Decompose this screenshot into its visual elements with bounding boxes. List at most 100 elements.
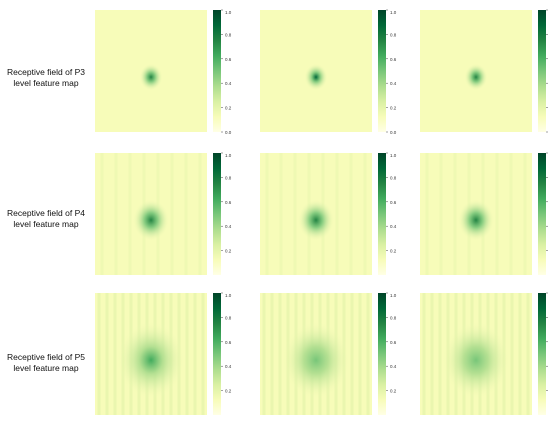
heatmap-panel: 1.0 0.8 0.6 0.4 0.2 0.0	[260, 9, 397, 135]
heatmap-stripe	[518, 293, 522, 415]
row-label-p3: Receptive field of P3 level feature map	[7, 67, 85, 88]
heatmap-svg: 1.00.80.60.40.20.0	[420, 9, 548, 133]
colorbar-tick-label: 0.6	[390, 340, 397, 345]
row-label-p4: Receptive field of P4 level feature map	[7, 208, 85, 229]
colorbar-tick-label: 0.4	[390, 224, 397, 229]
heatmap-stripe	[114, 153, 118, 275]
colorbar-tick-label: 1.0	[225, 10, 232, 15]
colorbar	[538, 153, 546, 275]
heatmap-stripe	[185, 293, 189, 415]
colorbar	[538, 293, 546, 415]
colorbar	[213, 10, 221, 132]
colorbar-tick-label: 1.0	[225, 293, 232, 298]
heatmap-stripe	[363, 153, 367, 275]
colorbar-tick-label: 0.8	[390, 175, 397, 180]
heatmap-stripe	[509, 153, 513, 275]
colorbar-tick-label: 0.6	[225, 200, 232, 205]
colorbar-tick-label: 0.4	[390, 364, 397, 369]
activation-blob	[282, 321, 350, 400]
colorbar	[538, 10, 546, 132]
heatmap-svg: 1.0 0.8 0.6 0.4 0.2 0.0	[95, 9, 232, 135]
colorbar-tick-label: 1.0	[225, 153, 232, 158]
activation-blob	[464, 63, 488, 91]
heatmap-stripe	[422, 293, 426, 415]
heatmap-panel: 1.00.80.60.40.2	[420, 292, 548, 415]
colorbar-tick-label: 0.8	[225, 32, 232, 37]
heatmap-svg: 1.0 0.8 0.6 0.4 0.2	[95, 152, 232, 275]
heatmap-stripe	[439, 153, 443, 275]
colorbar-tick-label: 0.4	[390, 81, 397, 86]
heatmap-stripe	[293, 153, 297, 275]
heatmap-stripe	[510, 293, 514, 415]
heatmap-svg: 1.0 0.8 0.6 0.4 0.2 0.0	[260, 9, 397, 135]
heatmap-stripe	[193, 293, 197, 415]
colorbar-tick-label: 0.6	[225, 340, 232, 345]
colorbar	[378, 293, 386, 415]
heatmap-stripe	[270, 293, 274, 415]
colorbar-tick-label: 0.2	[225, 249, 232, 254]
heatmap-svg: 1.00.80.60.40.2	[420, 152, 548, 275]
heatmap-stripe	[279, 153, 283, 275]
colorbar-tick-label: 1.0	[390, 153, 397, 158]
heatmap-svg: 1.0 0.8 0.6 0.4 0.2	[260, 152, 397, 275]
heatmap-svg: 1.0 0.8 0.6 0.4 0.2	[260, 292, 397, 415]
heatmap-panel: 1.0 0.8 0.6 0.4 0.2	[95, 152, 232, 275]
activation-blob	[139, 63, 163, 91]
heatmap-stripe	[366, 293, 370, 415]
heatmap-stripe	[128, 153, 132, 275]
heatmap-stripe	[349, 153, 353, 275]
heatmap-stripe	[201, 293, 205, 415]
colorbar-tick-label: 0.6	[390, 200, 397, 205]
activation-blob	[457, 199, 495, 242]
heatmap-stripe	[453, 153, 457, 275]
colorbar-tick-label: 0.8	[390, 315, 397, 320]
heatmap-stripe	[425, 153, 429, 275]
colorbar-tick-label: 0.8	[225, 315, 232, 320]
heatmap-panel: 1.00.80.60.40.20.0	[420, 9, 548, 133]
colorbar	[378, 10, 386, 132]
heatmap-panel: 1.0 0.8 0.6 0.4 0.2	[260, 152, 397, 275]
heatmap-panel: 1.0 0.8 0.6 0.4 0.2	[95, 292, 232, 415]
colorbar-tick-label: 0.0	[225, 130, 232, 135]
activation-blob	[304, 63, 328, 91]
heatmap-stripe	[335, 153, 339, 275]
heatmap-stripe	[278, 293, 282, 415]
heatmap-stripe	[438, 293, 442, 415]
heatmap-stripe	[113, 293, 117, 415]
heatmap-stripe	[184, 153, 188, 275]
heatmap-svg: 1.0 0.8 0.6 0.4 0.2	[95, 292, 232, 415]
colorbar-tick-label: 0.4	[225, 81, 232, 86]
heatmap-stripe	[430, 293, 434, 415]
heatmap-panel: 1.0 0.8 0.6 0.4 0.2	[260, 292, 397, 415]
colorbar-tick-label: 0.8	[390, 32, 397, 37]
heatmap-stripe	[350, 293, 354, 415]
colorbar-tick-label: 0.4	[225, 224, 232, 229]
colorbar-tick-label: 0.0	[390, 130, 397, 135]
colorbar-tick-label: 0.4	[225, 364, 232, 369]
colorbar-tick-label: 0.8	[225, 175, 232, 180]
colorbar-tick-label: 1.0	[390, 10, 397, 15]
heatmap-stripe	[97, 293, 101, 415]
colorbar-tick-label: 0.2	[390, 106, 397, 111]
heatmap-stripe	[262, 293, 266, 415]
colorbar-tick-label: 0.2	[390, 249, 397, 254]
heatmap-stripe	[170, 153, 174, 275]
heatmap-stripe	[100, 153, 104, 275]
heatmap-panel: 1.0 0.8 0.6 0.4 0.2 0.0	[95, 9, 232, 135]
colorbar	[378, 153, 386, 275]
heatmap-stripe	[198, 153, 202, 275]
activation-blob	[297, 199, 335, 242]
colorbar-tick-label: 0.2	[390, 389, 397, 394]
colorbar-tick-label: 0.6	[390, 57, 397, 62]
activation-blob	[442, 321, 510, 400]
colorbar-tick-label: 0.2	[225, 389, 232, 394]
heatmap-stripe	[526, 293, 530, 415]
activation-blob	[132, 199, 170, 242]
colorbar-tick-label: 0.2	[225, 106, 232, 111]
colorbar-tick-label: 0.6	[225, 57, 232, 62]
heatmap-stripe	[358, 293, 362, 415]
heatmap-stripe	[523, 153, 527, 275]
colorbar-tick-label: 1.0	[390, 293, 397, 298]
heatmap-stripe	[105, 293, 109, 415]
activation-blob	[117, 321, 185, 400]
